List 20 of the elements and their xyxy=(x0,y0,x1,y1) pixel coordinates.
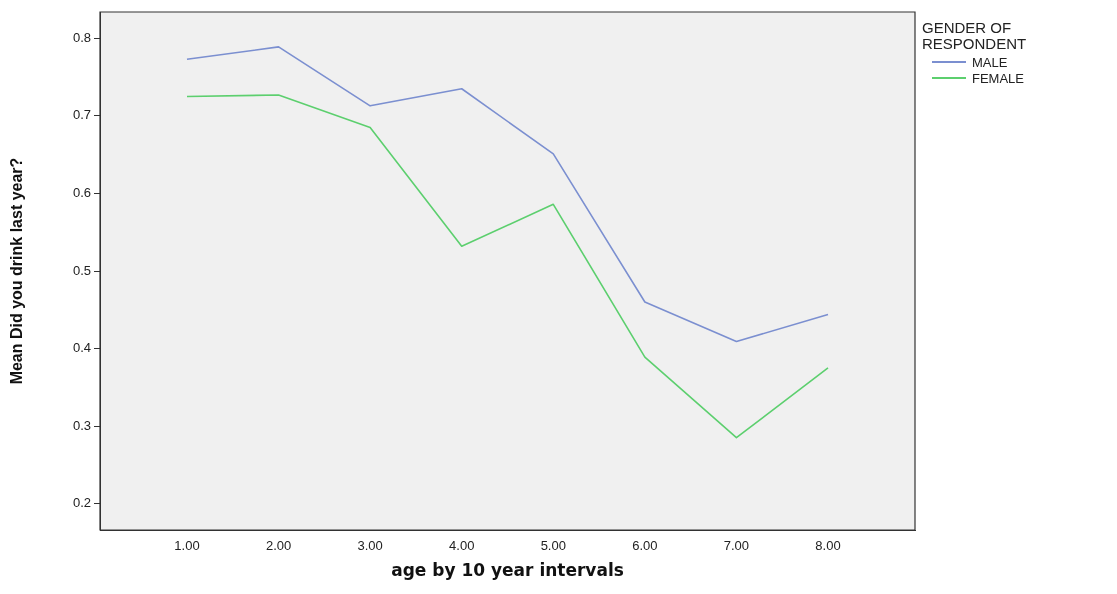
x-tick-label: 6.00 xyxy=(632,538,658,554)
x-tick-label: 2.00 xyxy=(265,538,292,554)
x-tick-label: 7.00 xyxy=(723,538,750,554)
y-tick-label: 0.4 xyxy=(72,340,91,356)
x-tick-label: 1.00 xyxy=(174,538,200,554)
legend-label: MALE xyxy=(972,54,1008,70)
x-axis-title: age by 10 year intervals xyxy=(391,560,624,581)
y-tick-label: 0.3 xyxy=(72,417,91,433)
x-tick-label: 8.00 xyxy=(815,538,841,554)
legend-title: GENDER OF RESPONDENT xyxy=(922,19,1028,52)
y-tick-label: 0.2 xyxy=(72,495,91,511)
y-axis-title: Mean Did you drink last year? xyxy=(8,157,26,385)
legend-label: FEMALE xyxy=(972,70,1025,86)
x-tick-label: 3.00 xyxy=(357,538,383,554)
y-tick-label: 0.5 xyxy=(72,262,91,278)
x-tick-label: 5.00 xyxy=(540,538,566,554)
y-tick-label: 0.7 xyxy=(72,107,91,123)
y-tick-label: 0.8 xyxy=(72,29,91,45)
x-tick-label: 4.00 xyxy=(449,538,475,554)
y-tick-label: 0.6 xyxy=(72,185,91,201)
